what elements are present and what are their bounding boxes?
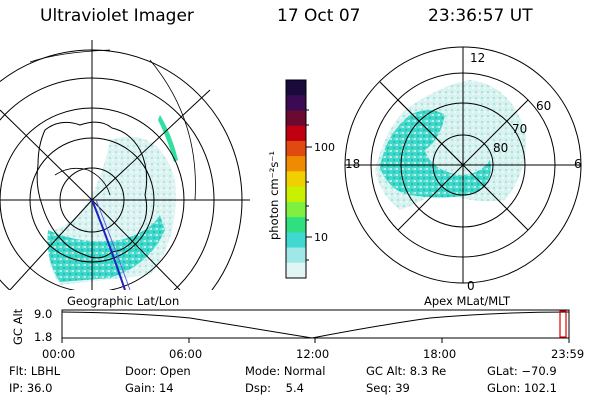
info-dsp: Dsp: 5.4 [245,381,304,395]
altitude-ylabel: GC Alt [11,308,25,345]
info-gain: Gain: 14 [125,381,174,395]
apex-polar-plot: 12 18 6 0 60 70 80 [344,46,582,293]
xtick-0000: 00:00 [42,347,75,361]
info-glon: GLon: 102.1 [487,381,557,395]
colorbar-segment [286,232,306,249]
lat-label-60: 60 [536,99,551,113]
altitude-ytick-bottom: 1.8 [34,330,52,344]
mlt-label-6: 6 [574,157,582,171]
geographic-panel-label: Geographic Lat/Lon [67,294,180,308]
colorbar-label-100: 100 [314,141,335,154]
aurora-oval-band [47,215,165,282]
colorbar-segment [286,201,306,218]
altitude-plot: GC Alt 9.0 1.8 00:00 06:00 12:00 18:00 2… [11,307,584,361]
app-title: Ultraviolet Imager [40,6,194,26]
colorbar-segment [286,247,306,264]
colorbar-segment [286,110,306,127]
info-door: Door: Open [125,364,191,378]
mlt-label-12: 12 [470,51,485,65]
info-gcalt: GC Alt: 8.3 Re [366,364,447,378]
altitude-ytick-top: 9.0 [34,307,52,321]
info-glat: GLat: −70.9 [487,364,557,378]
geographic-map [0,40,250,290]
info-seq: Seq: 39 [366,381,410,395]
continent-outline [36,121,148,259]
time-label: 23:36:57 UT [428,6,533,26]
colorbar-segment [286,262,306,279]
colorbar-segment [286,171,306,188]
info-ip: IP: 36.0 [9,381,53,395]
date-label: 17 Oct 07 [277,6,361,26]
current-time-marker [559,310,567,338]
colorbar-label-10: 10 [314,231,328,244]
mlt-label-18: 18 [345,157,360,171]
info-mode: Mode: Normal [245,364,326,378]
colorbar-segment [286,186,306,203]
colorbar-segment [286,217,306,233]
xtick-1800: 18:00 [423,347,456,361]
lat-label-70: 70 [512,122,527,136]
colorbar-unit-label: photon cm⁻²s⁻¹ [267,151,281,240]
mlt-label-0: 0 [467,279,475,293]
altitude-curve [61,311,570,339]
colorbar-segment [286,125,306,142]
xtick-1200: 12:00 [296,347,329,361]
lat-label-80: 80 [493,141,508,155]
xtick-2359: 23:59 [551,347,584,361]
apex-panel-label: Apex MLat/MLT [424,294,511,308]
colorbar-segment [286,95,306,111]
satellite-track [91,199,126,290]
xtick-0600: 06:00 [169,347,202,361]
colorbar-segment [286,156,306,172]
aurora-edge-band [158,115,178,162]
colorbar-segment [286,140,306,157]
colorbar-segment [286,80,306,96]
colorbar [286,80,306,279]
info-flt: Flt: LBHL [9,364,61,378]
